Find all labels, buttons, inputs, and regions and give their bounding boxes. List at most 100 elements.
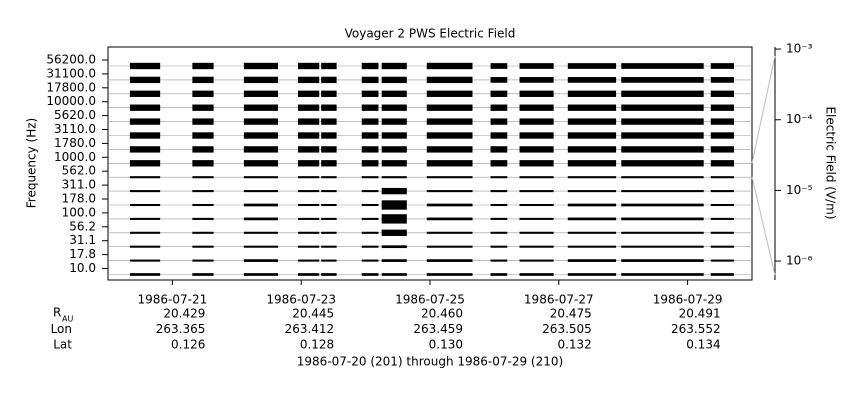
channel-segment bbox=[519, 176, 554, 179]
ephemeris-value: 0.130 bbox=[429, 338, 463, 352]
channel-segment bbox=[621, 245, 704, 248]
y-tick-label: 56.2 bbox=[69, 219, 96, 233]
channel-segment bbox=[129, 90, 161, 97]
channel-segment bbox=[321, 273, 337, 276]
channel-segment bbox=[361, 62, 379, 70]
channel-segment bbox=[381, 160, 407, 167]
channel-segment bbox=[243, 118, 279, 125]
footer: 1986-07-20 (201) through 1986-07-29 (210… bbox=[297, 355, 563, 369]
ephemeris-value: 263.459 bbox=[413, 322, 463, 336]
y-tick-label: 1000.0 bbox=[54, 150, 96, 164]
channel-segment bbox=[361, 259, 379, 262]
channel-segment bbox=[621, 259, 704, 262]
channel-segment bbox=[490, 245, 508, 248]
y-tick-label: 31100.0 bbox=[46, 66, 96, 80]
channel-segment bbox=[710, 63, 734, 69]
channel-segment bbox=[381, 259, 407, 262]
channel-segment bbox=[426, 217, 473, 221]
channel-segment bbox=[621, 190, 704, 193]
y-tick-label: 100.0 bbox=[62, 205, 96, 219]
channel-segment bbox=[321, 104, 337, 111]
channel-segment bbox=[490, 118, 508, 125]
channel-segment bbox=[710, 176, 734, 179]
channel-segment bbox=[567, 132, 617, 139]
y2-axis-label: Electric Field (V/m) bbox=[824, 106, 838, 219]
channel-segment bbox=[321, 132, 337, 139]
channel-segment bbox=[381, 176, 407, 179]
channel-segment bbox=[519, 132, 554, 139]
channel-segment bbox=[426, 160, 473, 167]
channel-segment bbox=[710, 146, 734, 153]
channel-segment bbox=[361, 104, 379, 111]
channel-segment bbox=[321, 203, 337, 207]
channel-segment bbox=[297, 273, 320, 276]
channel-segment bbox=[710, 203, 734, 207]
channel-segment bbox=[490, 176, 508, 179]
channel-segment bbox=[490, 160, 508, 167]
channel-segment bbox=[243, 273, 279, 276]
ephemeris-value: 263.505 bbox=[542, 322, 592, 336]
channel-segment bbox=[490, 146, 508, 153]
y-tick-label: 5620.0 bbox=[54, 108, 96, 122]
channel-segment bbox=[381, 245, 407, 249]
channel-segment bbox=[321, 259, 337, 262]
channel-segment bbox=[297, 104, 320, 111]
channel-segment bbox=[710, 217, 734, 220]
channel-segment bbox=[321, 76, 337, 84]
channel-segment bbox=[129, 231, 161, 234]
channel-segment bbox=[381, 214, 407, 224]
channel-segment bbox=[381, 187, 407, 195]
channel-segment bbox=[490, 273, 508, 276]
channel-segment bbox=[243, 190, 279, 193]
channel-segment bbox=[567, 63, 617, 69]
y2-tick-label: 10⁻⁶ bbox=[786, 254, 813, 268]
channel-segment bbox=[129, 190, 161, 193]
ephemeris-value: 20.491 bbox=[679, 307, 721, 321]
channel-segment bbox=[129, 146, 161, 153]
channel-segment bbox=[361, 190, 379, 193]
channel-segment bbox=[243, 176, 279, 179]
channel-segment bbox=[129, 118, 161, 125]
channel-segment bbox=[129, 160, 161, 167]
channel-segment bbox=[381, 76, 407, 84]
channel-segment bbox=[710, 273, 734, 276]
channel-segment bbox=[710, 245, 734, 248]
channel-segment bbox=[519, 245, 554, 248]
channel-segment bbox=[321, 146, 337, 153]
channel-segment bbox=[361, 231, 379, 234]
channel-segment bbox=[621, 176, 704, 179]
channel-segment bbox=[710, 190, 734, 193]
channel-segment bbox=[297, 217, 320, 220]
y-axis-label: Frequency (Hz) bbox=[25, 118, 39, 209]
channel-segment bbox=[426, 176, 473, 179]
channel-segment bbox=[129, 76, 161, 84]
x-tick-label: 1986-07-25 bbox=[395, 293, 465, 307]
ephemeris-value: 20.429 bbox=[163, 307, 205, 321]
ephemeris-value: 263.552 bbox=[671, 322, 721, 336]
channel-segment bbox=[519, 63, 554, 69]
channel-segment bbox=[192, 273, 214, 276]
channel-segment bbox=[129, 245, 161, 248]
channel-segment bbox=[192, 104, 214, 111]
channel-segment bbox=[381, 118, 407, 125]
channel-segment bbox=[129, 176, 161, 179]
channel-segment bbox=[129, 104, 161, 111]
channel-segment bbox=[297, 176, 320, 179]
channel-segment bbox=[192, 190, 214, 193]
channel-segment bbox=[297, 190, 320, 193]
y-tick-label: 3110.0 bbox=[54, 122, 96, 136]
channel-segment bbox=[129, 62, 161, 70]
channel-segment bbox=[567, 259, 617, 262]
ephemeris-value: 0.126 bbox=[171, 338, 205, 352]
channel-segment bbox=[426, 203, 473, 207]
x-tick-label: 1986-07-29 bbox=[653, 293, 723, 307]
channel-segment bbox=[361, 176, 379, 179]
channel-segment bbox=[321, 160, 337, 167]
channel-segment bbox=[621, 203, 704, 207]
channel-segment bbox=[297, 62, 320, 70]
y-tick-label: 10000.0 bbox=[46, 94, 96, 108]
channel-segment bbox=[321, 176, 337, 179]
channel-segment bbox=[710, 77, 734, 83]
channel-segment bbox=[426, 273, 473, 276]
channel-segment bbox=[129, 132, 161, 139]
